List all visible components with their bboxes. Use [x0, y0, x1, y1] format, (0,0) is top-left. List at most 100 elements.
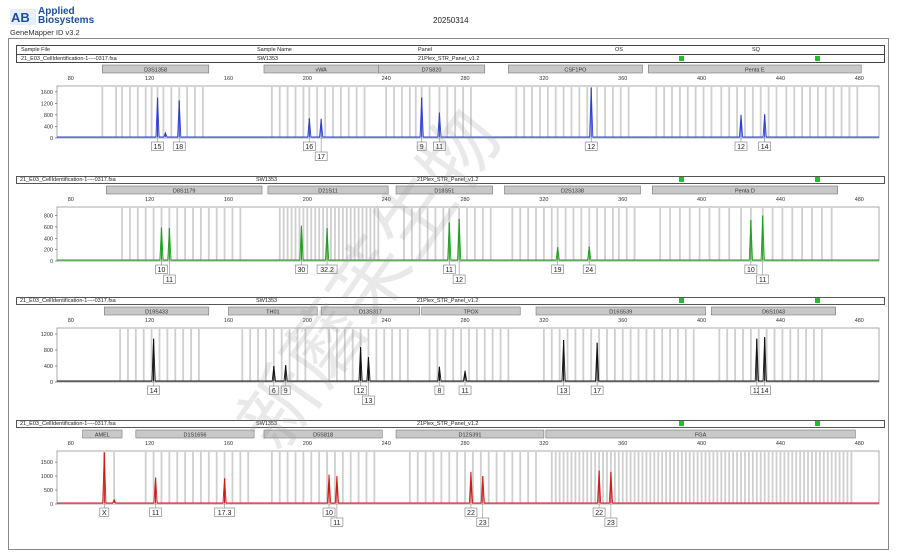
allele-bin: [550, 329, 553, 381]
x-tick-label: 120: [145, 197, 154, 203]
allele-label: 13: [365, 398, 373, 405]
allele-label: 12: [587, 144, 595, 151]
y-tick-label: 400: [44, 364, 53, 370]
allele-bin: [742, 329, 744, 381]
allele-bin: [357, 208, 360, 260]
allele-box: [354, 385, 367, 395]
allele-label: 13: [560, 388, 568, 395]
allele-bin: [199, 208, 202, 260]
allele-box: [458, 385, 472, 395]
allele-bin: [466, 208, 468, 260]
allele-box: [149, 507, 162, 517]
allele-bin: [249, 329, 252, 381]
allele-bin: [129, 87, 131, 137]
x-tick-label: 240: [382, 76, 391, 82]
allele-bin: [720, 87, 723, 137]
allele-bin: [314, 208, 317, 260]
allele-bin: [113, 452, 116, 503]
allele-bin: [507, 329, 510, 381]
report-date: 20250314: [433, 16, 469, 25]
electropherogram-green: D8S1179 D21S11 D18S51 D2S1338 Penta D80 120 16…: [44, 185, 880, 284]
allele-bin: [519, 208, 522, 260]
x-tick-label: 160: [224, 441, 233, 447]
y-tick-label: 800: [44, 113, 53, 119]
allele-bin: [170, 87, 173, 137]
locus-label: D6S1043: [762, 310, 785, 316]
allele-bin: [816, 87, 819, 137]
allele-bin: [789, 329, 792, 381]
allele-box: [758, 141, 771, 151]
x-tick-label: 160: [224, 318, 233, 324]
trace-line: [57, 337, 879, 382]
locus-label: Penta D: [735, 189, 755, 195]
allele-bin: [556, 208, 559, 260]
allele-bin: [767, 452, 770, 503]
report-frame: [8, 38, 889, 550]
allele-bin: [503, 452, 506, 503]
allele-bin: [408, 452, 411, 503]
allele-bin: [702, 87, 705, 137]
x-tick-label: 280: [460, 76, 469, 82]
allele-box: [604, 517, 618, 527]
allele-box: [592, 507, 606, 517]
x-tick-label: 160: [224, 197, 233, 203]
allele-bin: [158, 329, 161, 381]
allele-bin: [527, 452, 530, 503]
allele-bin: [121, 87, 123, 137]
allele-bin: [322, 208, 325, 260]
allele-bin: [710, 87, 713, 137]
allele-bin: [613, 329, 616, 381]
locus-bar: [504, 185, 641, 195]
allele-label: 11: [461, 388, 468, 395]
allele-bin: [818, 452, 821, 503]
allele-bin: [815, 452, 817, 503]
allele-bin: [515, 87, 518, 137]
sq-status-ok-icon: [815, 298, 820, 303]
info-sample-file: 21_E03_CellIdentification-1----0317.fsa: [21, 56, 117, 62]
allele-bin: [677, 452, 679, 503]
allele-bin: [801, 208, 804, 260]
allele-bin: [637, 329, 640, 381]
allele-bin: [475, 329, 478, 381]
allele-bin: [611, 87, 614, 137]
allele-bin: [343, 329, 346, 381]
allele-bin: [619, 87, 622, 137]
allele-box: [322, 507, 336, 517]
col-os: OS: [615, 47, 623, 53]
allele-bin: [231, 452, 234, 503]
allele-bin: [820, 329, 823, 381]
allele-bin: [621, 329, 624, 381]
allele-bin: [570, 452, 573, 503]
locus-bar: [320, 306, 421, 316]
allele-bin: [775, 87, 778, 137]
allele-bin: [186, 87, 189, 137]
allele-box: [557, 385, 570, 395]
allele-bin: [168, 452, 171, 503]
x-tick-label: 440: [776, 441, 785, 447]
allele-box: [295, 264, 308, 274]
allele-bin: [393, 87, 395, 137]
allele-bin: [127, 329, 129, 381]
allele-bin: [783, 452, 786, 503]
allele-bin: [434, 208, 437, 260]
locus-label: D13S317: [359, 310, 382, 316]
allele-bin: [566, 329, 569, 381]
locus-label: D1S1656: [184, 433, 207, 439]
allele-bin: [771, 208, 774, 260]
allele-bin: [391, 329, 394, 381]
allele-bin: [270, 87, 273, 137]
allele-bin: [767, 87, 770, 137]
allele-bin: [582, 452, 585, 503]
allele-bin: [539, 87, 541, 137]
allele-bin: [822, 452, 825, 503]
allele-bin: [747, 452, 750, 503]
allele-bin: [406, 329, 409, 381]
y-tick-label: 200: [44, 248, 53, 254]
allele-bin: [562, 87, 565, 137]
allele-bin: [182, 329, 185, 381]
allele-bin: [432, 452, 435, 503]
allele-bin: [337, 208, 340, 260]
allele-box: [151, 141, 164, 151]
allele-bin: [448, 452, 451, 503]
allele-bin: [280, 329, 283, 381]
